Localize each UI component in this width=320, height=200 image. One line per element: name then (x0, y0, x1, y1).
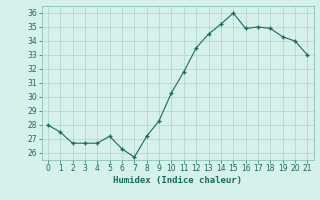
X-axis label: Humidex (Indice chaleur): Humidex (Indice chaleur) (113, 176, 242, 185)
